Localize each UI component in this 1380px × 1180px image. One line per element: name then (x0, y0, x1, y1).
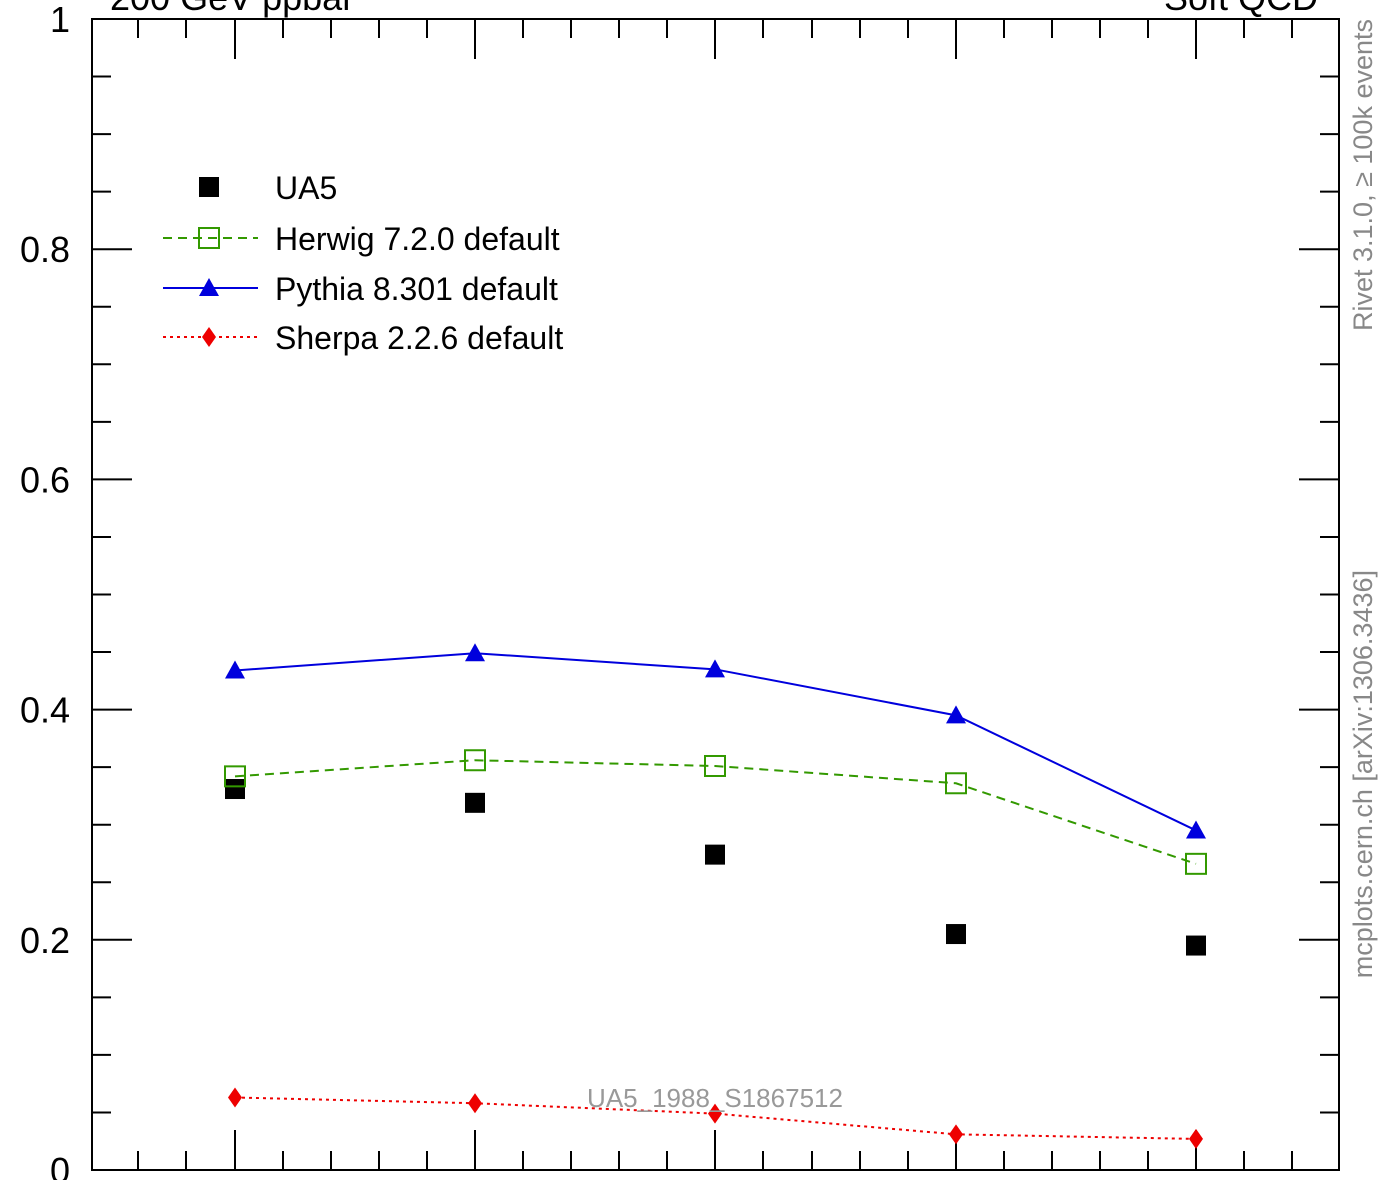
data-point-sherpa (468, 1093, 482, 1114)
data-point-pythia (465, 643, 485, 662)
data-point-ua5 (225, 779, 245, 800)
y-tick-label: 0.4 (20, 690, 70, 731)
data-point-sherpa (228, 1087, 242, 1108)
y-tick-label: 0 (50, 1150, 70, 1180)
series-layer (224, 643, 1207, 1149)
y-tick-label: 0.8 (20, 229, 70, 270)
data-point-sherpa (1189, 1128, 1203, 1149)
series-sherpa (228, 1087, 1203, 1149)
data-point-herwig (464, 749, 486, 772)
data-point-ua5 (465, 792, 485, 813)
data-point-pythia (225, 660, 245, 679)
data-point-sherpa (708, 1103, 722, 1124)
data-point-herwig (1185, 852, 1207, 875)
y-tick-label: 1 (50, 0, 70, 40)
axis-ticks: 0 0.2 0.4 0.6 0.8 1 (20, 0, 1339, 1180)
series-herwig (224, 749, 1207, 875)
series-line-pythia (234, 652, 1197, 832)
series-ua5 (225, 779, 1206, 956)
legend-marker-herwig (198, 227, 220, 249)
watermark-text: UA5_1988_S1867512 (587, 1083, 843, 1113)
legend-label-herwig: Herwig 7.2.0 default (275, 221, 560, 257)
legend: UA5 Herwig 7.2.0 default Pythia 8.301 defa… (163, 170, 563, 356)
header-right-text: Soft QCD (1164, 0, 1318, 18)
legend-label-pythia: Pythia 8.301 default (275, 271, 558, 307)
data-point-herwig (945, 772, 967, 795)
series-pythia (225, 643, 1206, 839)
data-point-pythia (705, 659, 725, 678)
header-left-text: 200 GeV ppbar (110, 0, 354, 18)
series-line-herwig (234, 759, 1197, 865)
legend-label-ua5: UA5 (275, 170, 337, 206)
legend-marker-sherpa (202, 327, 216, 347)
data-point-ua5 (1186, 935, 1206, 956)
legend-marker-pythia (199, 278, 219, 296)
y-tick-label: 0.6 (20, 459, 70, 500)
data-point-ua5 (705, 844, 725, 865)
legend-label-sherpa: Sherpa 2.2.6 default (275, 320, 563, 356)
data-point-ua5 (946, 924, 966, 945)
data-point-herwig (704, 754, 726, 777)
data-point-pythia (946, 705, 966, 724)
y-tick-label: 0.2 (20, 920, 70, 961)
side-text-bottom: mcplots.cern.ch [arXiv:1306.3436] (1348, 570, 1378, 978)
data-point-sherpa (949, 1124, 963, 1145)
data-point-herwig (224, 765, 246, 788)
legend-marker-ua5 (199, 177, 219, 197)
side-text-top: Rivet 3.1.0, ≥ 100k events (1348, 19, 1378, 331)
data-point-pythia (1186, 820, 1206, 839)
